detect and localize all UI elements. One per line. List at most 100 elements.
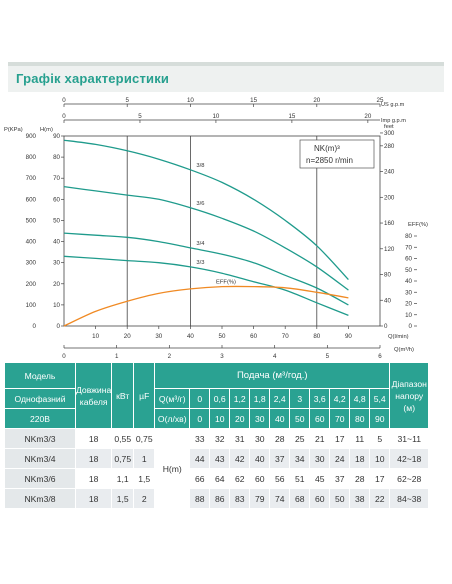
o-label: О(л/хв) <box>154 408 191 429</box>
h-cell: 32 <box>209 428 231 449</box>
bottom-lmin-tick-label: 70 <box>282 333 289 340</box>
q-value: 3,6 <box>309 388 331 409</box>
th-uf: µF <box>133 362 156 429</box>
uf-cell: 2 <box>133 488 156 509</box>
header-strip <box>8 62 444 66</box>
head-curve <box>63 255 349 317</box>
bottom-m3h-tick-label: 6 <box>378 353 382 360</box>
left-tick-label: 30 <box>53 260 60 267</box>
left-tick-label: 70 <box>53 175 60 182</box>
h-cell: 66 <box>189 468 211 489</box>
annotation-box <box>299 139 375 169</box>
h-cell: 62 <box>229 468 251 489</box>
series-label: 3/3 <box>196 260 204 266</box>
right-feet-tick-label: 160 <box>384 220 395 227</box>
table-row: NKm3/8 18 1,5 2 88 86 83 79 74 68 60 50 … <box>4 488 430 509</box>
bottom-m3h-unit: Q(m³/h) <box>394 347 414 353</box>
h-cell: 33 <box>189 428 211 449</box>
left-tick-label: 100 <box>26 302 37 309</box>
left-tick-label: 80 <box>53 154 60 161</box>
o-value: 0 <box>189 408 211 429</box>
right-feet-tick-label: 40 <box>384 297 391 304</box>
o-value: 90 <box>369 408 391 429</box>
h-cell: 34 <box>289 448 311 469</box>
top-tick-label: 20 <box>364 113 371 120</box>
left-tick-label: 800 <box>26 154 37 161</box>
right-eff-tick-label: 30 <box>405 289 412 296</box>
h-cell: 50 <box>329 488 351 509</box>
bottom-m3h-tick-label: 4 <box>273 353 277 360</box>
q-value: 4,8 <box>349 388 371 409</box>
left-tick-label: 0 <box>33 323 37 330</box>
annotation-line-2: n=2850 r/min <box>306 156 353 165</box>
h-cell: 64 <box>209 468 231 489</box>
h-cell: 11 <box>349 428 371 449</box>
top-tick-label: 15 <box>250 97 257 104</box>
left-tick-label: 200 <box>26 281 37 288</box>
top-tick-label: 0 <box>62 97 66 104</box>
head-curve <box>63 232 349 306</box>
model-cell: NKm3/3 <box>4 428 76 449</box>
h-cell: 31 <box>229 428 251 449</box>
th-model: Модель <box>4 362 76 389</box>
right-eff-tick-label: 10 <box>405 312 412 319</box>
h-cell: 40 <box>249 448 271 469</box>
right-feet-tick-label: 240 <box>384 169 395 176</box>
head-curve <box>63 139 349 281</box>
cable-cell: 18 <box>74 448 113 469</box>
top-axis-unit: US g.p.m <box>381 102 405 108</box>
top-tick-label: 15 <box>288 113 295 120</box>
bottom-m3h-tick-label: 5 <box>326 353 330 360</box>
left-tick-label: 50 <box>53 217 60 224</box>
top-tick-label: 25 <box>377 97 384 104</box>
o-value: 80 <box>349 408 371 429</box>
q-label: Q(м³/г) <box>154 388 191 409</box>
range-cell: 84~38 <box>389 488 430 509</box>
model-cell: NKm3/8 <box>4 488 76 509</box>
efficiency-curve <box>63 285 349 327</box>
top-axis-unit: Imp g.p.m <box>381 118 406 124</box>
h-cell: 43 <box>209 448 231 469</box>
right-eff-tick-label: 70 <box>405 244 412 251</box>
th-single-phase: Однофазний <box>4 388 76 409</box>
kw-cell: 1,1 <box>111 468 135 489</box>
uf-cell: 1 <box>133 448 156 469</box>
q-value: 2,4 <box>269 388 291 409</box>
range-cell: 31~11 <box>389 428 430 449</box>
q-value: 0,6 <box>209 388 231 409</box>
model-cell: NKm3/6 <box>4 468 76 489</box>
h-cell: 28 <box>349 468 371 489</box>
bottom-lmin-tick-label: 10 <box>92 333 99 340</box>
range-cell: 62~28 <box>389 468 430 489</box>
right-feet-tick-label: 280 <box>384 143 395 150</box>
right-feet-tick-label: 0 <box>384 323 388 330</box>
left-tick-label: 0 <box>57 323 61 330</box>
h-cell: 18 <box>349 448 371 469</box>
series-label: 3/4 <box>196 241 205 247</box>
th-voltage: 220В <box>4 408 76 429</box>
th-cable: Довжина кабеля <box>74 362 113 429</box>
right-eff-tick-label: 50 <box>405 267 412 274</box>
head-curve <box>63 186 349 291</box>
h-cell: 51 <box>289 468 311 489</box>
kw-cell: 0,75 <box>111 448 135 469</box>
top-tick-label: 5 <box>138 113 142 120</box>
top-tick-label: 10 <box>187 97 194 104</box>
uf-cell: 0,75 <box>133 428 156 449</box>
kw-cell: 0,55 <box>111 428 135 449</box>
spec-table: Модель Довжина кабеля кВт µF Подача (м³/… <box>4 362 430 509</box>
bottom-lmin-tick-label: 30 <box>155 333 162 340</box>
range-cell: 42~18 <box>389 448 430 469</box>
h-cell: 42 <box>229 448 251 469</box>
bottom-lmin-tick-label: 40 <box>187 333 194 340</box>
right-feet-tick-label: 300 <box>384 130 395 137</box>
annotation-line-1: NK(m)³ <box>314 144 340 153</box>
right-eff-tick-label: 60 <box>405 256 412 263</box>
table-row: NKm3/4 18 0,75 1 44 43 42 40 37 34 30 24… <box>4 448 430 469</box>
q-value: 0 <box>189 388 211 409</box>
section-title: Графік характеристики <box>16 71 170 86</box>
o-value: 60 <box>309 408 331 429</box>
h-cell: 86 <box>209 488 231 509</box>
right-feet-tick-label: 80 <box>384 272 391 279</box>
h-cell: 22 <box>369 488 391 509</box>
